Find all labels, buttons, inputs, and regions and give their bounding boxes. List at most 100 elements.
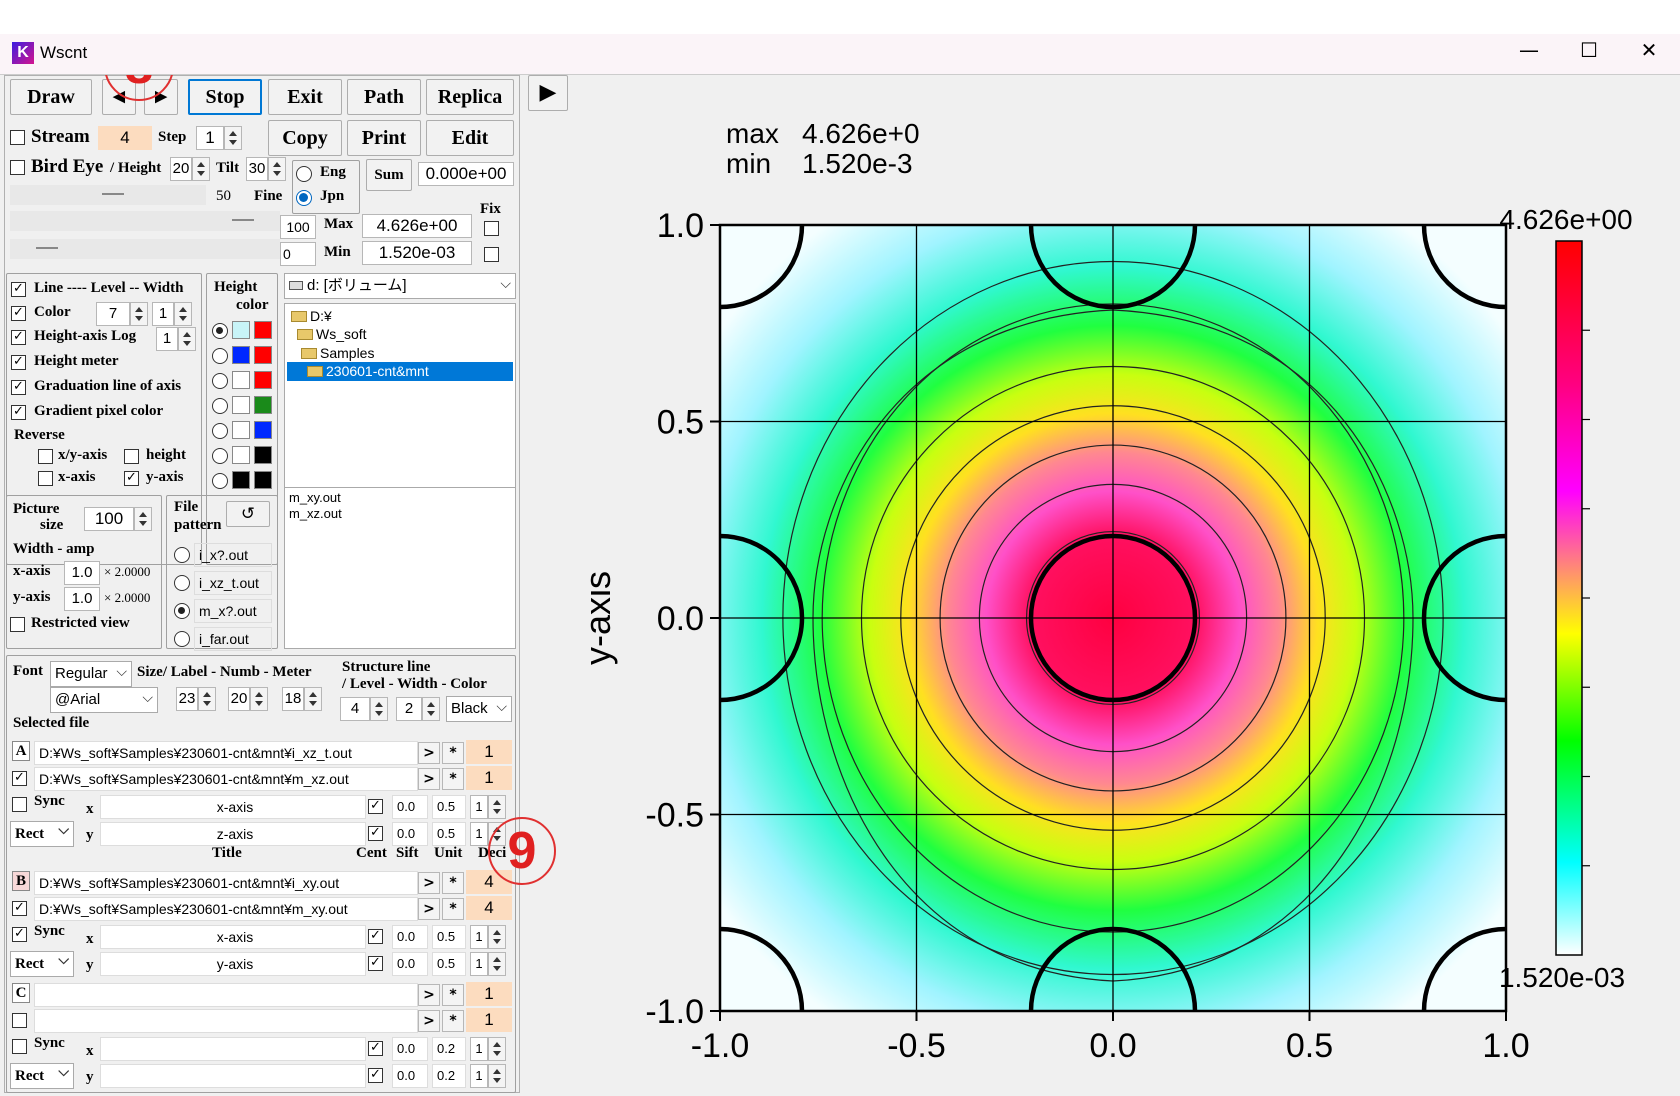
- y-cent-value[interactable]: 0.0: [392, 822, 428, 846]
- rect-select[interactable]: Rect: [10, 1061, 74, 1089]
- y-unit-spinner[interactable]: [488, 1064, 506, 1088]
- step-value[interactable]: 1: [196, 126, 224, 150]
- stop-button[interactable]: Stop: [188, 79, 262, 115]
- reverse-y-checkbox[interactable]: ✓: [124, 471, 139, 486]
- group-letter[interactable]: B: [12, 871, 30, 891]
- x-sift-value[interactable]: 0.2: [432, 1037, 466, 1061]
- y-unit-spinner[interactable]: [488, 952, 506, 976]
- picture-size-spinner[interactable]: [134, 507, 152, 531]
- x-sift-value[interactable]: 0.5: [432, 925, 466, 949]
- max-slider[interactable]: [10, 211, 280, 231]
- sync-checkbox[interactable]: [12, 1039, 27, 1054]
- height-meter-checkbox[interactable]: ✓: [11, 355, 26, 370]
- reverse-x-checkbox[interactable]: [38, 471, 53, 486]
- meter-size-spinner[interactable]: [304, 687, 322, 711]
- structure-level-value[interactable]: 4: [340, 697, 370, 721]
- eng-radio[interactable]: [296, 166, 312, 182]
- file2-checkbox[interactable]: [12, 1013, 27, 1028]
- jpn-radio[interactable]: [296, 190, 312, 206]
- x-cent-value[interactable]: 0.0: [392, 925, 428, 949]
- structure-level-spinner[interactable]: [370, 697, 388, 721]
- color-swatch-high[interactable]: [254, 446, 272, 464]
- star-button[interactable]: *: [442, 984, 464, 1006]
- color-swatch-low[interactable]: [232, 396, 250, 414]
- color-swatch-low[interactable]: [232, 346, 250, 364]
- height-color-radio[interactable]: [212, 348, 228, 364]
- pattern-radio[interactable]: [174, 547, 190, 563]
- color-swatch-high[interactable]: [254, 321, 272, 339]
- x-unit-value[interactable]: 1: [470, 925, 488, 949]
- list-item[interactable]: m_xz.out: [289, 506, 342, 521]
- stream-checkbox[interactable]: [10, 130, 25, 145]
- replica-button[interactable]: Replica: [426, 79, 514, 115]
- reverse-height-checkbox[interactable]: [124, 449, 139, 464]
- sync-checkbox[interactable]: ✓: [12, 927, 27, 942]
- color-width-spinner[interactable]: [174, 302, 192, 326]
- file-path-field[interactable]: [34, 983, 418, 1007]
- height-log-value[interactable]: 1: [156, 327, 178, 351]
- color-swatch-low[interactable]: [232, 446, 250, 464]
- file2-checkbox[interactable]: ✓: [12, 771, 27, 786]
- rect-select[interactable]: Rect: [10, 819, 74, 847]
- y-unit-value[interactable]: 1: [470, 1064, 488, 1088]
- go-button[interactable]: >: [418, 872, 440, 894]
- y-cent-checkbox[interactable]: ✓: [368, 956, 383, 971]
- height-color-radio[interactable]: [212, 398, 228, 414]
- x-unit-spinner[interactable]: [488, 925, 506, 949]
- y-title-field[interactable]: [100, 1064, 366, 1088]
- minimize-icon[interactable]: —: [1519, 38, 1539, 62]
- x-cent-checkbox[interactable]: ✓: [368, 929, 383, 944]
- x-cent-checkbox[interactable]: ✓: [368, 1041, 383, 1056]
- height-spinner[interactable]: [192, 157, 210, 181]
- print-button[interactable]: Print: [347, 120, 421, 156]
- height-color-radio[interactable]: [212, 423, 228, 439]
- go-button[interactable]: >: [418, 742, 440, 764]
- exit-button[interactable]: Exit: [268, 79, 342, 115]
- file-path-field[interactable]: [34, 1009, 418, 1033]
- y-sift-value[interactable]: 0.5: [432, 822, 466, 846]
- x-cent-value[interactable]: 0.0: [392, 795, 428, 819]
- group-letter[interactable]: A: [12, 741, 30, 761]
- x-unit-value[interactable]: 1: [470, 1037, 488, 1061]
- draw-button[interactable]: Draw: [10, 79, 92, 115]
- color-swatch-low[interactable]: [232, 471, 250, 489]
- file2-checkbox[interactable]: ✓: [12, 901, 27, 916]
- tree-item[interactable]: D:¥: [291, 308, 332, 324]
- sum-button[interactable]: Sum: [366, 159, 412, 191]
- deci-value[interactable]: 1: [466, 1008, 512, 1032]
- x-cent-checkbox[interactable]: ✓: [368, 799, 383, 814]
- deci-value[interactable]: 1: [466, 766, 512, 790]
- color-swatch-high[interactable]: [254, 371, 272, 389]
- height-value[interactable]: 20: [170, 157, 192, 181]
- tilt-value[interactable]: 30: [246, 157, 268, 181]
- y-cent-checkbox[interactable]: ✓: [368, 1068, 383, 1083]
- height-color-radio[interactable]: [212, 323, 228, 339]
- fine-slider[interactable]: [10, 185, 206, 205]
- tilt-spinner[interactable]: [268, 157, 286, 181]
- star-button[interactable]: *: [442, 1010, 464, 1032]
- go-button[interactable]: >: [418, 984, 440, 1006]
- min-slider[interactable]: [10, 239, 280, 259]
- x-title-field[interactable]: x-axis: [100, 795, 366, 819]
- y-cent-value[interactable]: 0.0: [392, 952, 428, 976]
- file-path-field[interactable]: D:¥Ws_soft¥Samples¥230601-cnt&mnt¥i_xz_t…: [34, 741, 418, 765]
- y-title-field[interactable]: z-axis: [100, 822, 366, 846]
- picture-size-value[interactable]: 100: [84, 507, 134, 531]
- file-path-field[interactable]: D:¥Ws_soft¥Samples¥230601-cnt&mnt¥m_xz.o…: [34, 767, 418, 791]
- star-button[interactable]: *: [442, 898, 464, 920]
- file-path-field[interactable]: D:¥Ws_soft¥Samples¥230601-cnt&mnt¥i_xy.o…: [34, 871, 418, 895]
- x-unit-value[interactable]: 1: [470, 795, 488, 819]
- go-button[interactable]: >: [418, 1010, 440, 1032]
- star-button[interactable]: *: [442, 768, 464, 790]
- x-title-field[interactable]: x-axis: [100, 925, 366, 949]
- color-level-value[interactable]: 7: [96, 302, 130, 326]
- height-color-radio[interactable]: [212, 473, 228, 489]
- color-swatch-low[interactable]: [232, 321, 250, 339]
- height-log-spinner[interactable]: [178, 327, 196, 351]
- structure-width-value[interactable]: 2: [396, 697, 422, 721]
- pattern-item[interactable]: i_xz_t.out: [194, 571, 272, 595]
- height-log-checkbox[interactable]: ✓: [11, 330, 26, 345]
- color-level-spinner[interactable]: [130, 302, 148, 326]
- fix-max-checkbox[interactable]: [484, 221, 499, 236]
- rect-select[interactable]: Rect: [10, 949, 74, 977]
